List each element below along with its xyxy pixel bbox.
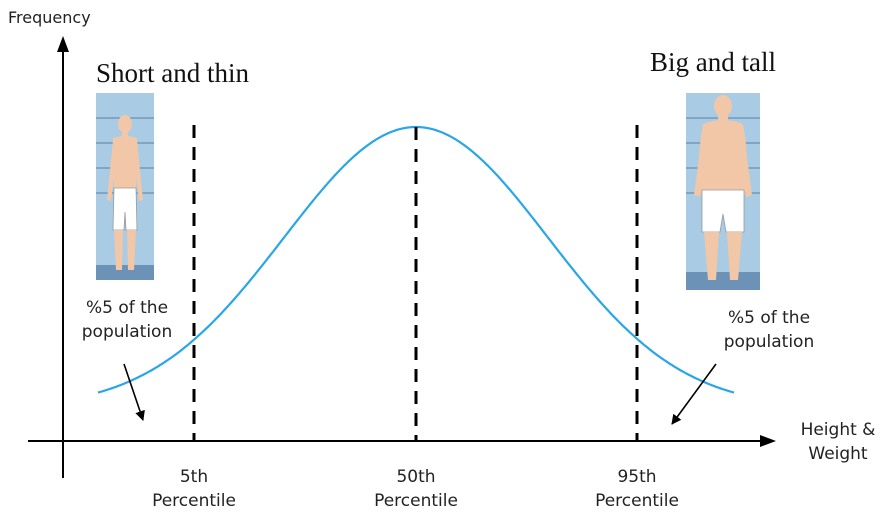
left-group-title: Short and thin (96, 58, 249, 88)
x-axis-label-line1: Height & (800, 420, 876, 440)
left-note-line2: population (81, 322, 173, 342)
right-note-line2: population (723, 332, 815, 352)
short-thin-figure-icon (96, 93, 154, 280)
left-note-line1: %5 of the (85, 298, 169, 318)
x-axis-label: Height & Weight (790, 418, 886, 466)
right-population-note: %5 of the population (706, 306, 832, 354)
x-axis-label-line2: Weight (808, 444, 868, 464)
marker-50th: 50th Percentile (356, 465, 476, 513)
marker-50th-word: Percentile (374, 491, 458, 511)
left-population-note: %5 of the population (64, 296, 190, 344)
marker-5th-word: Percentile (152, 491, 236, 511)
marker-95th-rank: 95th (617, 467, 657, 487)
marker-95th-word: Percentile (595, 491, 679, 511)
big-tall-figure-icon (686, 93, 760, 290)
y-axis-label: Frequency (8, 8, 91, 27)
right-note-arrow (671, 363, 717, 425)
marker-5th: 5th Percentile (134, 465, 254, 513)
y-axis-arrowhead (57, 36, 69, 52)
marker-5th-rank: 5th (179, 467, 209, 487)
right-group-title: Big and tall (650, 47, 776, 77)
marker-95th: 95th Percentile (577, 465, 697, 513)
right-note-line1: %5 of the (727, 308, 811, 328)
x-axis-arrowhead (760, 435, 776, 447)
marker-50th-rank: 50th (396, 467, 436, 487)
left-note-arrow (123, 363, 145, 421)
